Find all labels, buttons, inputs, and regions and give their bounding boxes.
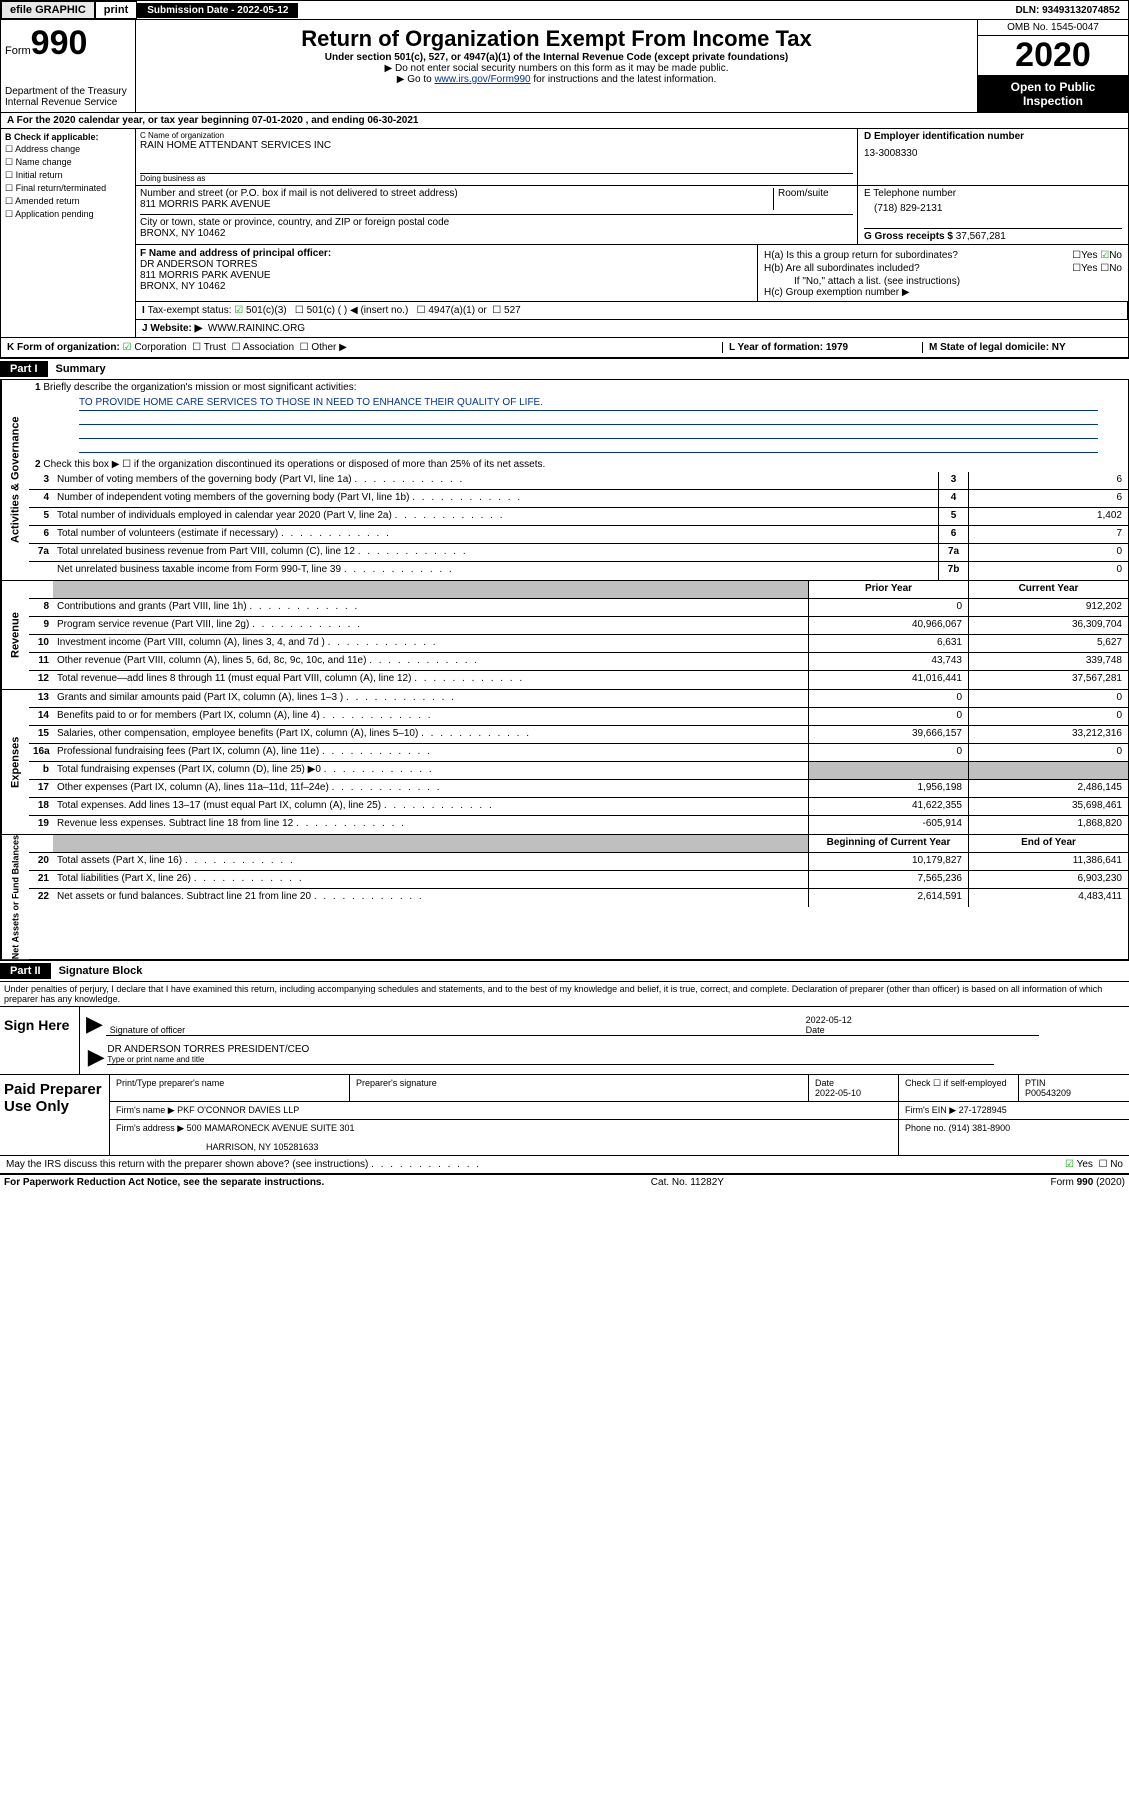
col-cdeg: C Name of organization RAIN HOME ATTENDA… (136, 129, 1128, 337)
omb-number: OMB No. 1545-0047 (978, 20, 1128, 36)
header-right: OMB No. 1545-0047 2020 Open to Public In… (978, 20, 1128, 112)
table-row: 17Other expenses (Part IX, column (A), l… (29, 780, 1128, 798)
table-row: 22Net assets or fund balances. Subtract … (29, 889, 1128, 907)
paid-preparer-block: Paid Preparer Use Only Print/Type prepar… (0, 1074, 1129, 1156)
subtitle-3: ▶ Go to www.irs.gov/Form990 for instruct… (146, 74, 967, 85)
print-button[interactable]: print (95, 1, 137, 19)
dln: DLN: 93493132074852 (1007, 3, 1128, 18)
phone-gross-cell: E Telephone number (718) 829-2131 G Gros… (858, 186, 1128, 244)
efile-label: efile GRAPHIC (1, 1, 95, 19)
table-row: 3Number of voting members of the governi… (29, 472, 1128, 490)
page-footer: For Paperwork Reduction Act Notice, see … (0, 1175, 1129, 1190)
chk-address-change[interactable]: ☐ Address change (5, 144, 131, 155)
row-klm: K Form of organization: ☑ Corporation ☐ … (0, 338, 1129, 358)
signature-arrow-icon-2: ▶ (88, 1044, 105, 1069)
signature-arrow-icon: ▶ (86, 1011, 103, 1036)
table-row: 21Total liabilities (Part X, line 26) 7,… (29, 871, 1128, 889)
form990-link[interactable]: www.irs.gov/Form990 (434, 74, 530, 85)
table-row: 15Salaries, other compensation, employee… (29, 726, 1128, 744)
table-row: 16aProfessional fundraising fees (Part I… (29, 744, 1128, 762)
subtitle-2: ▶ Do not enter social security numbers o… (146, 63, 967, 74)
table-row: 13Grants and similar amounts paid (Part … (29, 690, 1128, 708)
open-to-public: Open to Public Inspection (978, 76, 1128, 112)
table-row: 11Other revenue (Part VIII, column (A), … (29, 653, 1128, 671)
table-row: 10Investment income (Part VIII, column (… (29, 635, 1128, 653)
header-left: Form990 Department of the Treasury Inter… (1, 20, 136, 112)
table-row: 7aTotal unrelated business revenue from … (29, 544, 1128, 562)
tax-year: 2020 (978, 36, 1128, 76)
table-row: bTotal fundraising expenses (Part IX, co… (29, 762, 1128, 780)
table-row: 14Benefits paid to or for members (Part … (29, 708, 1128, 726)
header-title-block: Return of Organization Exempt From Incom… (136, 20, 978, 112)
mission-text: TO PROVIDE HOME CARE SERVICES TO THOSE I… (79, 397, 1098, 411)
chk-final-return[interactable]: ☐ Final return/terminated (5, 183, 131, 194)
table-row: 9Program service revenue (Part VIII, lin… (29, 617, 1128, 635)
org-name-cell: C Name of organization RAIN HOME ATTENDA… (136, 129, 858, 185)
entity-block: B Check if applicable: ☐ Address change … (0, 129, 1129, 338)
signature-date: 2022-05-12Date (802, 1013, 1039, 1035)
table-row: 4Number of independent voting members of… (29, 490, 1128, 508)
table-row: 18Total expenses. Add lines 13–17 (must … (29, 798, 1128, 816)
officer-signature-line: Signature of officer (106, 1013, 802, 1035)
chk-amended-return[interactable]: ☐ Amended return (5, 196, 131, 207)
chk-initial-return[interactable]: ☐ Initial return (5, 170, 131, 181)
netassets-header-row: Beginning of Current Year End of Year (29, 835, 1128, 853)
net-assets-section: Net Assets or Fund Balances Beginning of… (0, 835, 1129, 960)
part-ii-header: Part II Signature Block (0, 960, 1129, 982)
table-row: Net unrelated business taxable income fr… (29, 562, 1128, 580)
sign-here-block: Sign Here ▶ Signature of officer 2022-05… (0, 1006, 1129, 1074)
table-row: 6Total number of volunteers (estimate if… (29, 526, 1128, 544)
sidetab-activities: Activities & Governance (1, 380, 29, 580)
sidetab-expenses: Expenses (1, 690, 29, 834)
chk-application-pending[interactable]: ☐ Application pending (5, 209, 131, 220)
table-row: 19Revenue less expenses. Subtract line 1… (29, 816, 1128, 834)
revenue-header-row: Prior Year Current Year (29, 581, 1128, 599)
table-row: 5Total number of individuals employed in… (29, 508, 1128, 526)
row-a: A For the 2020 calendar year, or tax yea… (0, 113, 1129, 129)
perjury-statement: Under penalties of perjury, I declare th… (0, 982, 1129, 1006)
tax-exempt-status: I Tax-exempt status: ☑ 501(c)(3) ☐ 501(c… (136, 302, 1128, 320)
sidetab-revenue: Revenue (1, 581, 29, 689)
address-cell: Number and street (or P.O. box if mail i… (136, 186, 858, 244)
form-header: Form990 Department of the Treasury Inter… (0, 20, 1129, 113)
top-bar: efile GRAPHIC print Submission Date - 20… (0, 0, 1129, 20)
sidetab-netassets: Net Assets or Fund Balances (1, 835, 29, 959)
form-title: Return of Organization Exempt From Incom… (146, 26, 967, 52)
chk-name-change[interactable]: ☐ Name change (5, 157, 131, 168)
table-row: 8Contributions and grants (Part VIII, li… (29, 599, 1128, 617)
part-i-header: Part I Summary (0, 358, 1129, 380)
revenue-section: Revenue Prior Year Current Year 8Contrib… (0, 581, 1129, 690)
form-number: Form990 (5, 24, 131, 63)
subtitle-1: Under section 501(c), 527, or 4947(a)(1)… (146, 52, 967, 63)
table-row: 20Total assets (Part X, line 16) 10,179,… (29, 853, 1128, 871)
department-label: Department of the Treasury Internal Reve… (5, 86, 131, 108)
discuss-row: May the IRS discuss this return with the… (0, 1156, 1129, 1175)
expenses-section: Expenses 13Grants and similar amounts pa… (0, 690, 1129, 835)
col-b-checkboxes: B Check if applicable: ☐ Address change … (1, 129, 136, 337)
activities-governance-section: Activities & Governance 1 Briefly descri… (0, 380, 1129, 581)
website-row: J Website: ▶ WWW.RAININC.ORG (136, 320, 1128, 337)
table-row: 12Total revenue—add lines 8 through 11 (… (29, 671, 1128, 689)
ein-cell: D Employer identification number 13-3008… (858, 129, 1128, 185)
submission-date-label: Submission Date - 2022-05-12 (137, 3, 298, 18)
principal-officer: F Name and address of principal officer:… (136, 245, 758, 301)
col-h: H(a) Is this a group return for subordin… (758, 245, 1128, 301)
